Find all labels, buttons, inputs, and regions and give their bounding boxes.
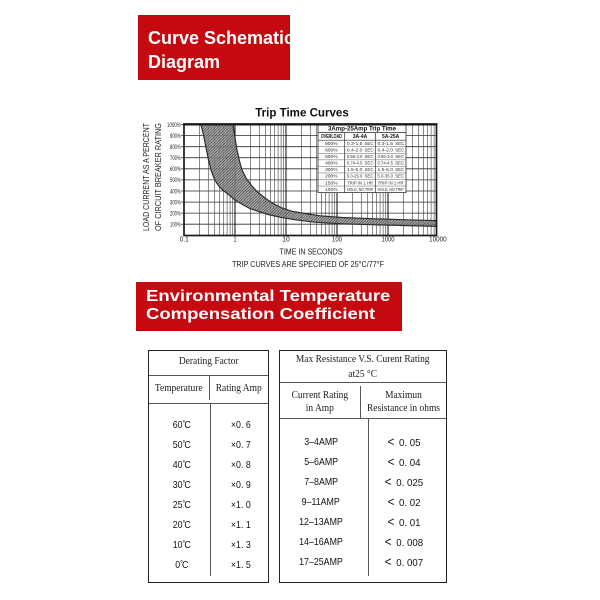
svg-text:1000%: 1000% [167,122,181,129]
svg-text:10: 10 [282,237,290,244]
svg-text:1.5-5.0: 1.5-5.0 [378,167,394,172]
svg-text:100: 100 [332,237,342,244]
svg-text:1: 1 [233,237,236,244]
svg-text:5.0-35.0: 5.0-35.0 [378,174,394,179]
svg-text:HOLD, NO TRIP: HOLD, NO TRIP [378,187,404,192]
svg-text:SEC: SEC [365,167,375,172]
svg-text:SEC: SEC [395,161,405,166]
svg-text:TRIP IN 1 HR: TRIP IN 1 HR [378,180,404,185]
svg-text:500%: 500% [325,154,338,160]
svg-text:LOAD CURRENT AS A PERCENT: LOAD CURRENT AS A PERCENT [142,123,151,231]
svg-text:800%: 800% [170,144,181,151]
svg-text:0.4-2.0: 0.4-2.0 [347,148,363,153]
svg-text:500%: 500% [170,177,181,184]
svg-text:0.56-3.0: 0.56-3.0 [378,154,394,159]
svg-text:0.56-3.0: 0.56-3.0 [347,154,363,159]
svg-text:5.0-25.0: 5.0-25.0 [347,174,363,179]
svg-text:200%: 200% [170,210,181,217]
svg-text:3Amp-25Amp Trip Time: 3Amp-25Amp Trip Time [328,126,396,133]
svg-text:SEC: SEC [365,161,375,166]
svg-text:600%: 600% [325,148,338,154]
svg-text:5A-25A: 5A-25A [382,134,400,140]
svg-text:SEC: SEC [395,141,405,146]
svg-text:OVERLOAD: OVERLOAD [321,134,342,140]
svg-text:150%: 150% [325,180,338,186]
svg-text:TIME IN SECONDS: TIME IN SECONDS [280,248,343,257]
svg-text:SEC: SEC [395,154,405,159]
svg-text:400%: 400% [170,188,181,195]
svg-text:TRIP IN 1 HR: TRIP IN 1 HR [347,180,373,185]
svg-text:SEC: SEC [365,154,375,159]
svg-text:0.74-4.5: 0.74-4.5 [347,161,363,166]
svg-text:TRIP CURVES ARE SPECIFIED OF 2: TRIP CURVES ARE SPECIFIED OF 25°C/77°F [232,260,384,269]
svg-text:0.1: 0.1 [180,237,189,244]
svg-text:SEC: SEC [365,174,375,179]
svg-text:100%: 100% [325,187,338,193]
svg-text:SEC: SEC [365,148,375,153]
svg-text:400%: 400% [325,161,338,167]
svg-text:100%: 100% [170,222,181,229]
svg-text:0.3-1.5: 0.3-1.5 [347,141,363,146]
svg-text:900%: 900% [170,133,181,140]
svg-text:0.74-4.5: 0.74-4.5 [378,161,394,166]
svg-text:Trip Time Curves: Trip Time Curves [255,106,349,120]
svg-text:SEC: SEC [365,141,375,146]
svg-text:SEC: SEC [395,174,405,179]
svg-text:0.3-1.5: 0.3-1.5 [378,141,394,146]
svg-text:700%: 700% [170,155,181,162]
svg-text:300%: 300% [325,167,338,173]
svg-text:1.5-5.0: 1.5-5.0 [347,167,363,172]
svg-text:800%: 800% [325,141,338,147]
svg-text:300%: 300% [170,199,181,206]
svg-text:10000: 10000 [429,237,447,244]
svg-text:SEC: SEC [395,148,405,153]
svg-text:OF CIRCUIT BREAKER RATING: OF CIRCUIT BREAKER RATING [154,123,163,231]
svg-text:SEC: SEC [395,167,405,172]
svg-text:600%: 600% [170,166,181,173]
svg-text:1000: 1000 [382,237,395,244]
svg-text:200%: 200% [325,174,338,180]
svg-text:3A-4A: 3A-4A [353,134,368,140]
svg-text:HOLD, NO TRIP: HOLD, NO TRIP [347,187,373,192]
svg-text:0.4-2.0: 0.4-2.0 [378,148,394,153]
